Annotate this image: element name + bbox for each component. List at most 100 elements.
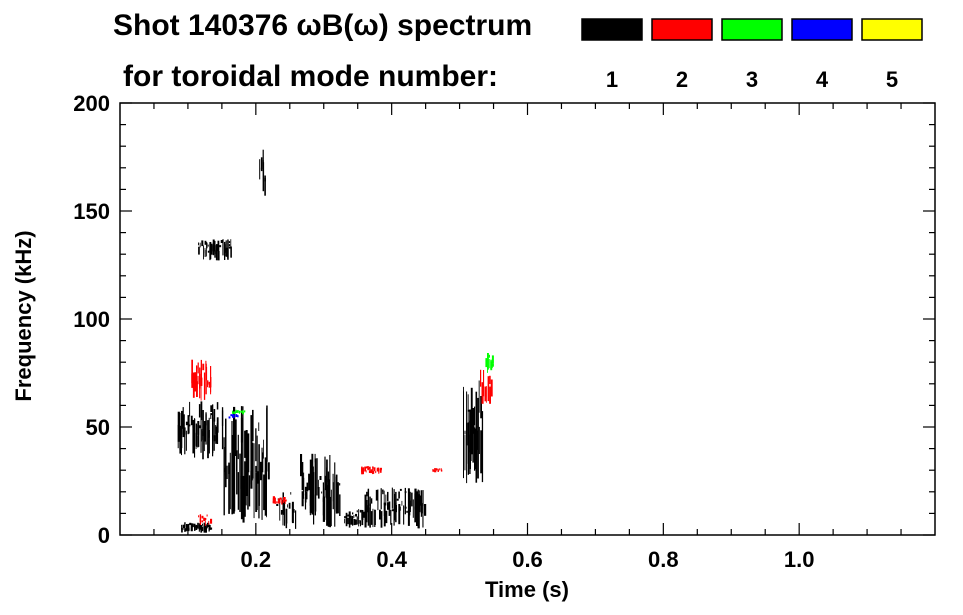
spectrum-mark <box>283 500 284 503</box>
spectrum-mark <box>355 513 358 517</box>
spectrum-mark <box>284 497 286 500</box>
spectrum-mark <box>309 459 312 513</box>
spectrum-region <box>432 468 443 473</box>
spectrum-mark <box>225 418 227 486</box>
spectrum-mark <box>255 428 257 462</box>
spectrum-mark <box>370 511 373 525</box>
spectrum-mark <box>385 510 388 524</box>
spectrum-mark <box>359 520 361 527</box>
spectrum-mark <box>490 359 492 364</box>
spectrum-mark <box>311 453 314 499</box>
spectrum-mark <box>186 526 187 530</box>
spectrum-mark <box>359 509 362 513</box>
spectrum-mark <box>383 502 385 505</box>
spectrum-mark <box>358 509 360 520</box>
spectrum-mark <box>370 469 373 474</box>
spectrum-mark <box>362 511 365 518</box>
spectrum-mark <box>406 510 408 513</box>
spectrum-mark <box>404 487 406 515</box>
spectrum-region <box>485 353 494 373</box>
spectrum-mark <box>189 522 192 525</box>
spectrum-mark <box>439 468 441 471</box>
plot-area: 0.2 0.4 0.6 0.8 1.0 0 50 100 150 200 <box>73 91 936 572</box>
spectrum-mark <box>187 528 190 531</box>
spectrum-mark <box>279 499 281 521</box>
spectrum-mark <box>385 494 387 506</box>
spectrum-mark <box>237 415 239 418</box>
spectrum-mark <box>440 469 443 472</box>
spectrum-mark <box>347 514 350 517</box>
spectrum-mark <box>409 491 411 509</box>
spectrum-mark <box>198 523 201 530</box>
spectrum-mark <box>234 419 237 456</box>
spectrum-mark <box>181 528 183 533</box>
x-tick-label: 1.0 <box>784 547 815 572</box>
spectrum-region <box>364 487 427 529</box>
spectrum-mark <box>391 487 393 509</box>
spectrum-mark <box>184 528 187 532</box>
spectrum-mark <box>327 471 330 483</box>
spectrum-mark <box>177 424 179 449</box>
spectrum-mark <box>242 475 245 523</box>
spectrum-mark <box>216 423 219 444</box>
x-tick-label: 0.6 <box>512 547 543 572</box>
spectrum-mark <box>327 479 330 527</box>
spectrum-mark <box>260 157 263 172</box>
spectrum-mark <box>208 417 210 438</box>
spectrum-mark <box>177 411 180 442</box>
spectrum-mark <box>272 498 275 504</box>
y-tick-label: 50 <box>86 415 110 440</box>
spectrum-mark <box>319 476 322 480</box>
spectrum-mark <box>259 461 262 481</box>
spectrum-mark <box>215 249 218 261</box>
spectrum-mark <box>195 423 198 447</box>
spectrum-mark <box>487 376 490 402</box>
spectrum-mark <box>247 469 249 510</box>
spectrum-mark <box>301 491 304 507</box>
spectrum-mark <box>200 401 203 421</box>
spectrum-mark <box>244 430 247 458</box>
spectrum-mark <box>190 523 193 532</box>
spectrum-mark <box>383 502 386 527</box>
spectrum-mark <box>417 505 420 528</box>
spectrum-mark <box>247 433 250 473</box>
spectrum-mark <box>204 240 207 245</box>
legend-label-mode-4: 4 <box>816 67 829 92</box>
spectrum-mark <box>210 518 213 524</box>
spectrum-mark <box>339 494 341 516</box>
spectrum-mark <box>291 503 293 522</box>
spectrum-mark <box>284 499 286 526</box>
spectrum-mark <box>217 240 220 253</box>
spectrum-mark <box>242 411 244 414</box>
spectrum-mark <box>202 526 204 532</box>
spectrum-mark <box>263 439 264 459</box>
spectrum-mark <box>187 415 190 434</box>
spectrum-mark <box>352 512 354 515</box>
spectrum-region <box>344 509 365 528</box>
spectrum-mark <box>284 499 287 502</box>
spectrum-mark <box>350 515 352 520</box>
spectrum-mark <box>365 466 368 469</box>
spectrum-mark <box>309 491 311 516</box>
spectrum-mark <box>279 497 282 500</box>
spectrum-mark <box>200 359 202 386</box>
spectrum-mark <box>184 523 186 532</box>
spectrum-mark <box>253 443 255 519</box>
legend-swatch-mode-1 <box>581 18 643 41</box>
spectrum-mark <box>189 424 191 427</box>
spectrum-mark <box>202 363 205 371</box>
spectrum-mark <box>261 447 263 520</box>
spectrum-mark <box>486 386 487 403</box>
spectrum-mark <box>197 375 199 385</box>
spectrum-mark <box>279 499 281 503</box>
spectrum-mark <box>228 244 231 247</box>
spectrum-mark <box>198 515 200 518</box>
spectrum-mark <box>237 434 239 460</box>
spectrum-mark <box>185 421 188 426</box>
spectrum-mark <box>463 391 464 479</box>
spectrum-mark <box>345 515 348 523</box>
spectrum-mark <box>434 468 436 471</box>
spectrum-mark <box>215 425 217 435</box>
legend-label-mode-2: 2 <box>676 67 688 92</box>
